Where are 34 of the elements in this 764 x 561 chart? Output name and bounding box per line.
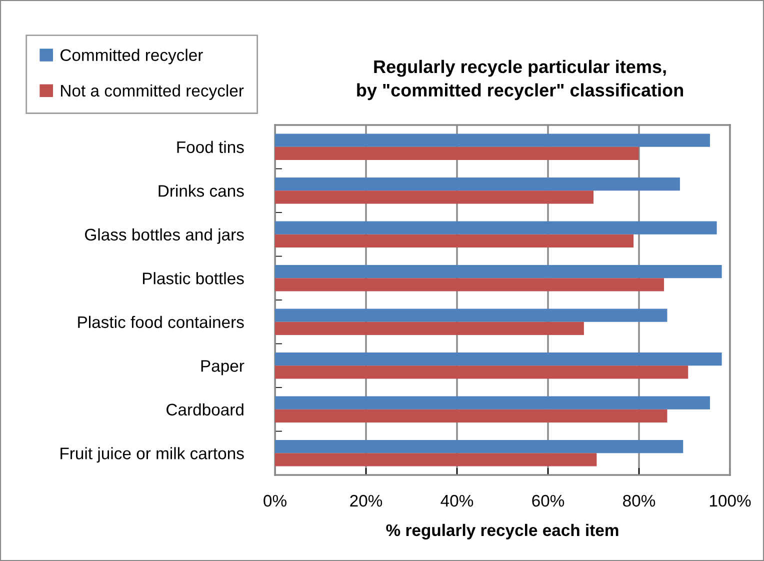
bar bbox=[275, 221, 717, 234]
x-tick-label: 40% bbox=[440, 494, 474, 507]
bar bbox=[275, 366, 688, 379]
x-axis-title: % regularly recycle each item bbox=[386, 524, 618, 540]
y-tick-label: Paper bbox=[201, 360, 244, 376]
y-tick-label: Glass bottles and jars bbox=[85, 228, 244, 244]
bar bbox=[275, 352, 722, 366]
y-tick-label: Fruit juice or milk cartons bbox=[60, 447, 244, 463]
legend-label: Not a committed recycler bbox=[61, 84, 244, 100]
y-tick-label: Plastic bottles bbox=[142, 272, 244, 284]
x-tick-label: 80% bbox=[623, 494, 656, 507]
y-tick-label: Plastic food containers bbox=[78, 316, 244, 328]
y-tick-label: Drinks cans bbox=[158, 184, 244, 197]
bar bbox=[275, 308, 668, 322]
x-tick-label: 100% bbox=[710, 494, 751, 507]
bar bbox=[275, 440, 684, 454]
legend-label: Committed recycler bbox=[60, 48, 203, 64]
bar bbox=[275, 453, 597, 466]
bar bbox=[275, 234, 634, 248]
y-tick-label: Food tins bbox=[177, 140, 244, 154]
bar bbox=[275, 190, 594, 204]
bar bbox=[275, 278, 664, 292]
bar bbox=[275, 134, 710, 147]
bar bbox=[275, 265, 722, 278]
bar bbox=[275, 409, 668, 422]
bar bbox=[275, 146, 639, 160]
x-tick-label: 20% bbox=[350, 494, 382, 507]
x-tick-label: 0% bbox=[264, 494, 286, 507]
y-tick-label: Cardboard bbox=[166, 403, 244, 416]
chart-title: Regularly recycle particular items, by "committed recycler" classification bbox=[357, 60, 683, 100]
bar bbox=[275, 396, 710, 410]
bar bbox=[275, 322, 584, 335]
bar bbox=[275, 178, 680, 191]
x-tick-label: 60% bbox=[532, 494, 564, 507]
